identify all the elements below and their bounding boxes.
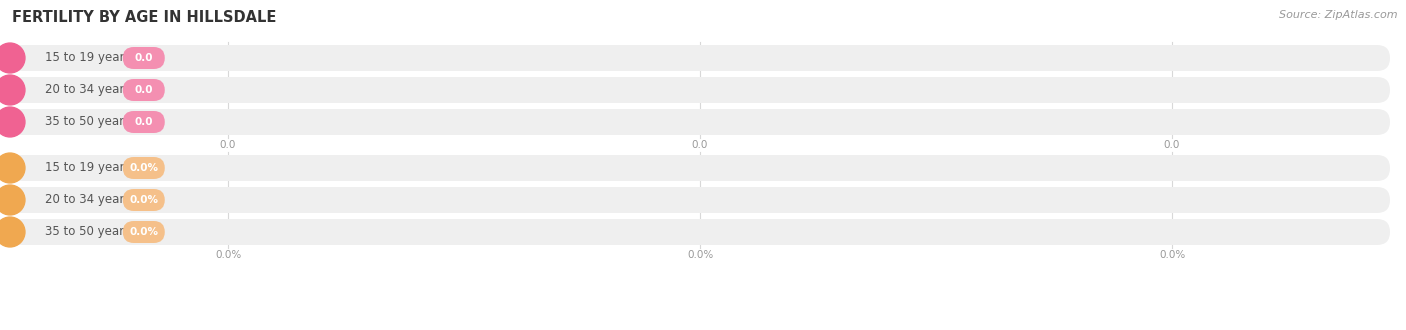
Text: 0.0%: 0.0% bbox=[129, 227, 159, 237]
FancyBboxPatch shape bbox=[122, 79, 165, 101]
Text: 0.0%: 0.0% bbox=[129, 163, 159, 173]
Text: Source: ZipAtlas.com: Source: ZipAtlas.com bbox=[1279, 10, 1398, 20]
Circle shape bbox=[0, 185, 25, 215]
FancyBboxPatch shape bbox=[122, 221, 165, 243]
Text: 0.0%: 0.0% bbox=[129, 195, 159, 205]
FancyBboxPatch shape bbox=[122, 47, 165, 69]
Text: 0.0: 0.0 bbox=[135, 117, 153, 127]
Text: 0.0: 0.0 bbox=[135, 85, 153, 95]
FancyBboxPatch shape bbox=[10, 109, 1391, 135]
FancyBboxPatch shape bbox=[10, 219, 1391, 245]
Circle shape bbox=[0, 153, 25, 183]
Text: 20 to 34 years: 20 to 34 years bbox=[45, 193, 131, 207]
FancyBboxPatch shape bbox=[122, 111, 165, 133]
Circle shape bbox=[0, 217, 25, 247]
Circle shape bbox=[0, 107, 25, 137]
Text: 0.0: 0.0 bbox=[692, 140, 709, 150]
FancyBboxPatch shape bbox=[10, 155, 1391, 181]
Text: 35 to 50 years: 35 to 50 years bbox=[45, 225, 131, 239]
Text: 35 to 50 years: 35 to 50 years bbox=[45, 115, 131, 128]
Text: 0.0: 0.0 bbox=[1164, 140, 1180, 150]
Text: 0.0: 0.0 bbox=[219, 140, 236, 150]
FancyBboxPatch shape bbox=[10, 45, 1391, 71]
FancyBboxPatch shape bbox=[122, 189, 165, 211]
Text: 0.0%: 0.0% bbox=[1159, 250, 1185, 260]
Text: 0.0: 0.0 bbox=[135, 53, 153, 63]
Circle shape bbox=[0, 75, 25, 105]
Text: 0.0%: 0.0% bbox=[688, 250, 713, 260]
Text: FERTILITY BY AGE IN HILLSDALE: FERTILITY BY AGE IN HILLSDALE bbox=[13, 10, 277, 25]
Text: 15 to 19 years: 15 to 19 years bbox=[45, 51, 131, 64]
Circle shape bbox=[0, 43, 25, 73]
FancyBboxPatch shape bbox=[122, 157, 165, 179]
FancyBboxPatch shape bbox=[10, 77, 1391, 103]
Text: 15 to 19 years: 15 to 19 years bbox=[45, 161, 131, 175]
FancyBboxPatch shape bbox=[10, 187, 1391, 213]
Text: 0.0%: 0.0% bbox=[215, 250, 240, 260]
Text: 20 to 34 years: 20 to 34 years bbox=[45, 83, 131, 96]
